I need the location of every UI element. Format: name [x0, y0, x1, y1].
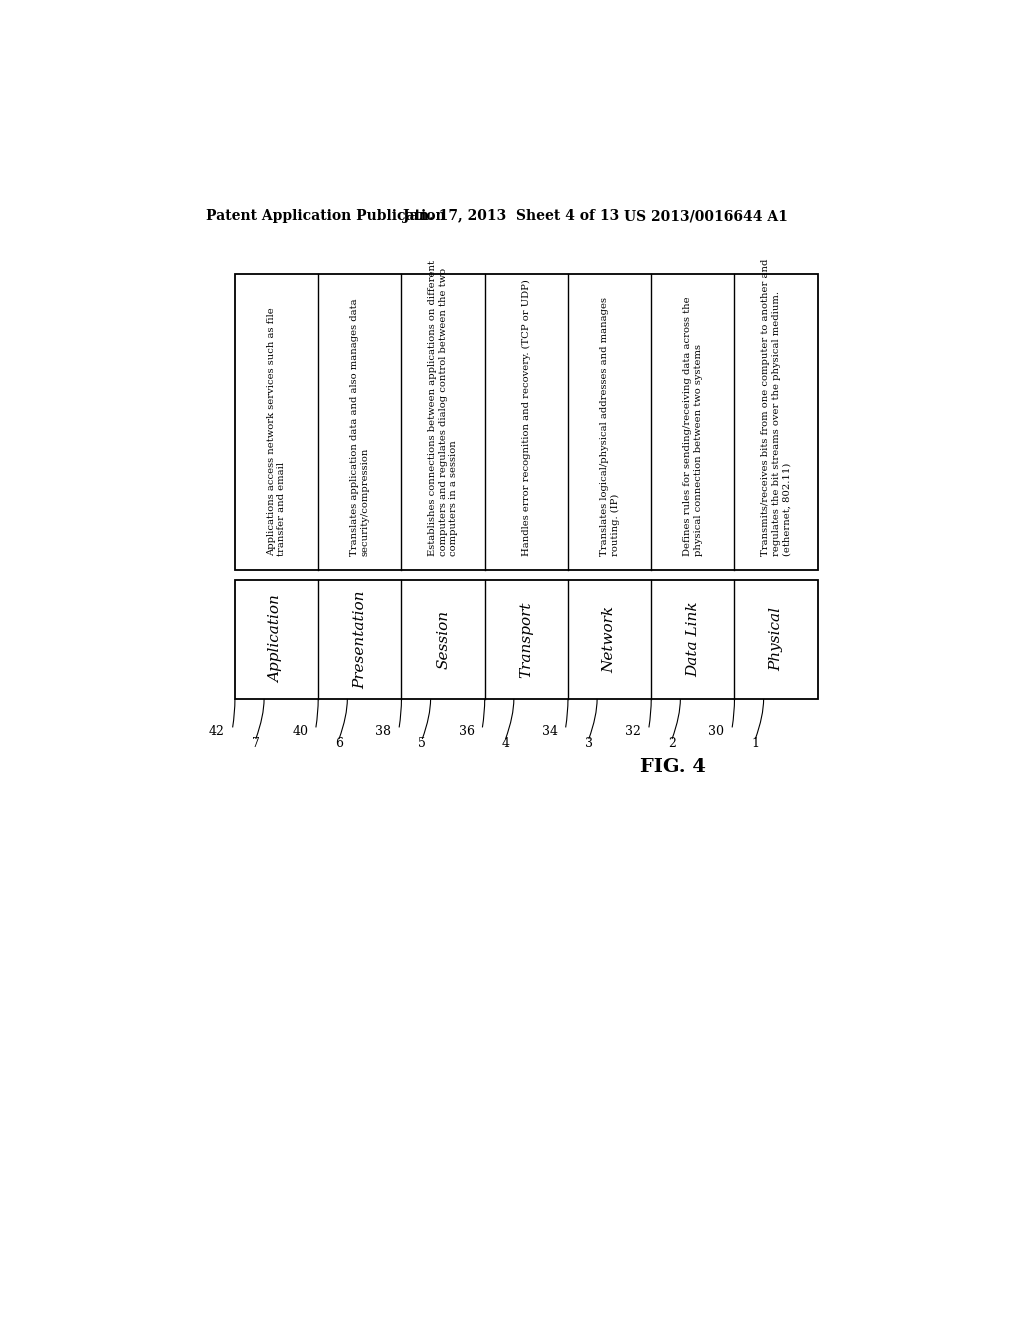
Text: 3: 3	[585, 737, 593, 750]
Text: Translates application data and also manages data
security/compression: Translates application data and also man…	[350, 298, 370, 557]
Text: Physical: Physical	[769, 607, 783, 672]
Text: Data Link: Data Link	[686, 602, 699, 677]
Text: Establishes connections between applications on different
computers and regulate: Establishes connections between applicat…	[428, 260, 459, 557]
Text: Handles error recognition and recovery. (TCP or UDP): Handles error recognition and recovery. …	[522, 280, 530, 557]
Text: 32: 32	[626, 725, 641, 738]
Text: Transmits/receives bits from one computer to another and
regulates the bit strea: Transmits/receives bits from one compute…	[761, 259, 792, 557]
Text: 30: 30	[709, 725, 724, 738]
Text: 4: 4	[502, 737, 510, 750]
Bar	[234, 275, 818, 570]
Bar	[234, 579, 818, 700]
Text: 6: 6	[335, 737, 343, 750]
Text: Jan. 17, 2013  Sheet 4 of 13: Jan. 17, 2013 Sheet 4 of 13	[403, 209, 620, 223]
Text: FIG. 4: FIG. 4	[640, 758, 706, 776]
Text: Applications access network services such as file
transfer and email: Applications access network services suc…	[266, 308, 287, 557]
Text: 40: 40	[292, 725, 308, 738]
Text: 34: 34	[542, 725, 558, 738]
Text: 1: 1	[752, 737, 760, 750]
Text: Network: Network	[602, 606, 616, 673]
Text: Presentation: Presentation	[353, 590, 367, 689]
Text: Patent Application Publication: Patent Application Publication	[206, 209, 445, 223]
Text: 2: 2	[668, 737, 676, 750]
Text: Translates logical/physical addresses and manages
routing. (IP): Translates logical/physical addresses an…	[600, 297, 620, 557]
Text: 42: 42	[209, 725, 225, 738]
Text: 36: 36	[459, 725, 475, 738]
Text: US 2013/0016644 A1: US 2013/0016644 A1	[624, 209, 787, 223]
Text: Defines rules for sending/receiving data across the
physical connection between : Defines rules for sending/receiving data…	[683, 297, 702, 557]
Text: Transport: Transport	[519, 601, 534, 677]
Text: Session: Session	[436, 610, 451, 669]
Text: 38: 38	[376, 725, 391, 738]
Text: 7: 7	[252, 737, 260, 750]
Text: Application: Application	[269, 595, 284, 684]
Text: 5: 5	[419, 737, 426, 750]
